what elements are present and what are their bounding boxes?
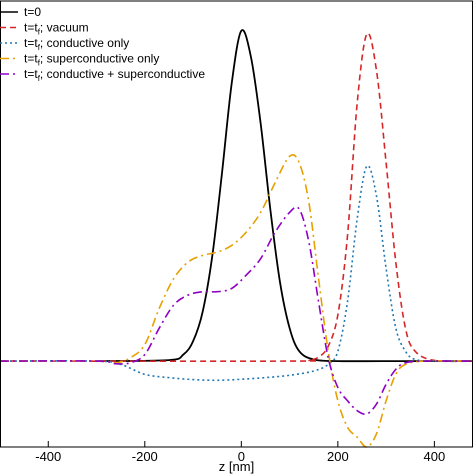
ticks-layer: -400 -200 0 200 400 [35, 441, 445, 464]
series-line-5 [0, 206, 474, 416]
plot-frame [0, 0, 473, 448]
legend-label-4: t=tf; superconductive only [24, 52, 159, 68]
legend-label-5: t=tf; conductive + superconductive [24, 67, 205, 83]
x-tick-label: -200 [132, 449, 158, 464]
series-line-2 [0, 32, 474, 363]
series-line-3 [0, 164, 474, 382]
legend-label-1: t=0 [24, 5, 41, 19]
x-axis-label: z [nm] [219, 459, 254, 474]
x-tick-label: 200 [327, 449, 349, 464]
x-tick-label: 0 [238, 449, 245, 464]
legend-label-2: t=tf; vacuum [24, 21, 89, 37]
curves-layer [0, 29, 474, 448]
series-line-4 [0, 154, 474, 448]
x-tick-label: 400 [424, 449, 446, 464]
x-tick-label: -400 [35, 449, 61, 464]
legend-label-3: t=tf; conductive only [24, 36, 129, 52]
